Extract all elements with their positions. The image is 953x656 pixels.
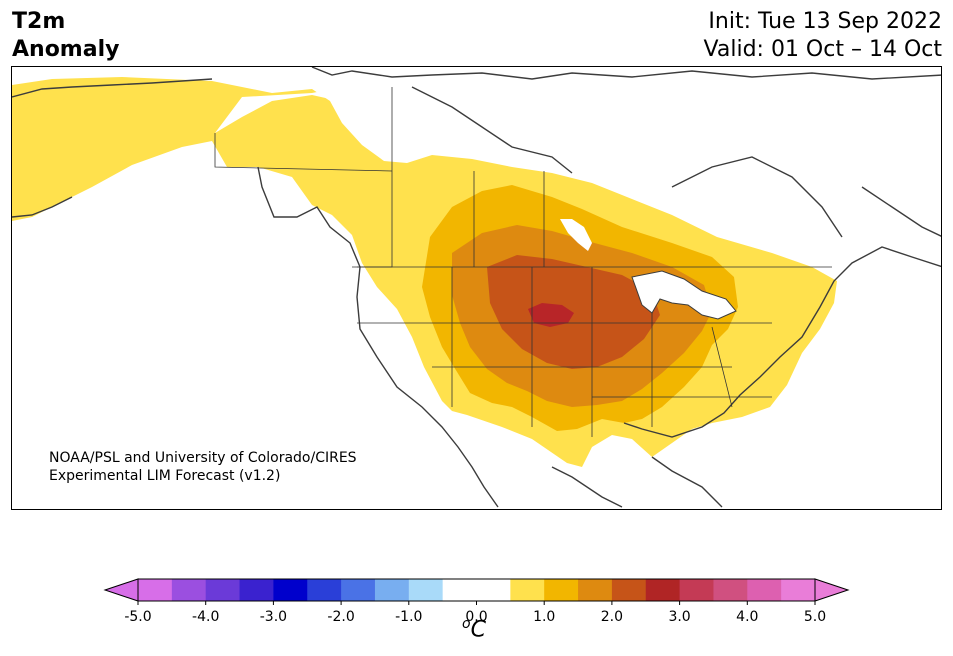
colorbar-tick-label: -5.0 bbox=[124, 609, 151, 625]
credit-line-2: Experimental LIM Forecast (v1.2) bbox=[49, 468, 281, 484]
colorbar-segment bbox=[611, 579, 647, 601]
colorbar-tick-label: 5.0 bbox=[804, 609, 826, 625]
political-borders bbox=[214, 87, 832, 437]
colorbar-segment bbox=[307, 579, 342, 601]
colorbar-segment bbox=[679, 579, 714, 601]
colorbar-min-extension bbox=[103, 578, 139, 602]
colorbar-tick-label: 0.0 bbox=[465, 609, 487, 625]
colorbar-segment bbox=[273, 579, 308, 601]
plot-title: T2m Anomaly bbox=[12, 8, 119, 64]
colorbar-segment bbox=[476, 579, 511, 601]
colorbar-segment bbox=[442, 579, 477, 601]
colorbar-segment bbox=[374, 579, 410, 601]
credit-text: NOAA/PSL and University of Colorado/CIRE… bbox=[49, 449, 357, 485]
colorbar-ticks: -5.0 -4.0 -3.0 -2.0 -1.0 0.0 1.0 2.0 3.0 4.0 5.0 bbox=[124, 601, 826, 625]
anomaly-region-3 bbox=[487, 255, 660, 369]
colorbar-segment bbox=[205, 579, 241, 601]
great-lakes bbox=[631, 270, 737, 320]
colorbar-segment bbox=[510, 579, 545, 601]
colorbar-segment bbox=[645, 579, 681, 601]
colorbar-tick-label: 1.0 bbox=[533, 609, 555, 625]
forecast-dates: Init: Tue 13 Sep 2022 Valid: 01 Oct – 14… bbox=[704, 8, 942, 64]
colorbar-segment bbox=[544, 579, 579, 601]
map-canvas bbox=[12, 67, 941, 508]
unit-degree: o bbox=[462, 616, 471, 632]
colorbar-segment bbox=[781, 579, 816, 601]
anomaly-region-4 bbox=[528, 303, 574, 327]
colorbar-tick-label: 2.0 bbox=[601, 609, 623, 625]
colorbar-segment bbox=[138, 579, 173, 601]
colorbar-segment bbox=[747, 579, 782, 601]
lake-winnipeg bbox=[560, 219, 592, 251]
colorbar-tick-label: -3.0 bbox=[260, 609, 287, 625]
colorbar-segment bbox=[341, 579, 376, 601]
colorbar-tick-label: -4.0 bbox=[192, 609, 219, 625]
title-line-1: T2m bbox=[12, 9, 66, 34]
colorbar-tick-label: 3.0 bbox=[668, 609, 690, 625]
colorbar-segment bbox=[578, 579, 613, 601]
valid-range: Valid: 01 Oct – 14 Oct bbox=[703, 37, 942, 62]
colorbar-tick-label: -2.0 bbox=[327, 609, 354, 625]
credit-line-1: NOAA/PSL and University of Colorado/CIRE… bbox=[49, 450, 357, 466]
unit-letter: C bbox=[470, 617, 486, 643]
init-date: Init: Tue 13 Sep 2022 bbox=[708, 9, 942, 34]
neutral-region-canada bbox=[215, 87, 442, 153]
colorbar-tick-label: 4.0 bbox=[736, 609, 758, 625]
colorbar-segments bbox=[138, 579, 816, 601]
coastlines bbox=[12, 67, 941, 508]
colorbar-segment bbox=[408, 579, 444, 601]
colorbar-segment bbox=[239, 579, 274, 601]
colorbar-segment bbox=[713, 579, 748, 601]
colorbar-max-extension bbox=[814, 578, 850, 602]
colorbar: -5.0 -4.0 -3.0 -2.0 -1.0 0.0 1.0 2.0 3.0 4.0 5.0 bbox=[103, 578, 850, 625]
colorbar-tick-label: -1.0 bbox=[395, 609, 422, 625]
colorbar-segment bbox=[171, 579, 207, 601]
title-line-2: Anomaly bbox=[12, 37, 120, 62]
anomaly-map bbox=[11, 66, 942, 510]
colorbar-unit: oC bbox=[462, 616, 486, 642]
